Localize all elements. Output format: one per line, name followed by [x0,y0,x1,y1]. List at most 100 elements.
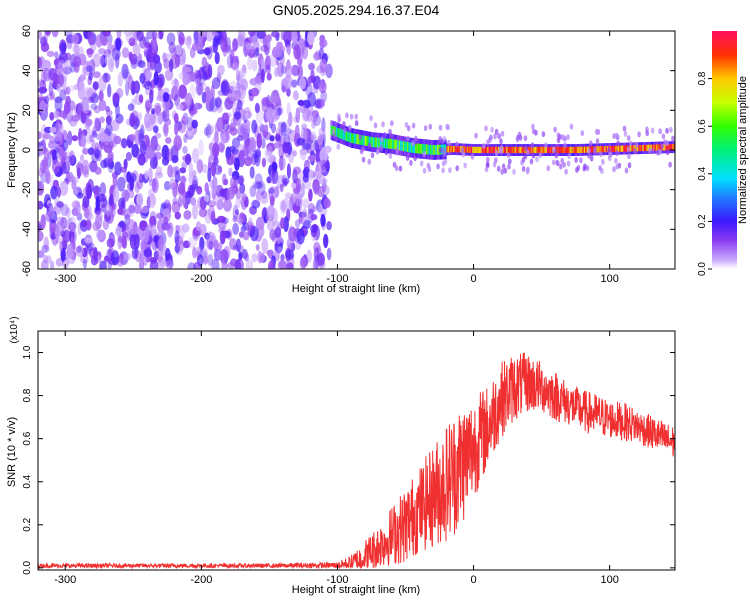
spectrogram-faint-cell [615,163,619,170]
spectrogram-ridge-cell [515,146,518,154]
spectrogram-noise-cell [269,135,275,142]
spectrogram-ridge-cell [564,146,567,154]
spectrogram-noise-cell [176,103,184,111]
spectrogram-noise-cell [168,41,176,54]
spectrogram-noise-cell [89,134,94,143]
spectrogram-ridge-cell [466,146,469,153]
colorbar-tick-label: 0.6 [697,119,708,133]
spectrogram-noise-cell [266,145,273,157]
spectrogram-noise-cell [319,58,328,73]
spectrogram-ridge-cell [451,145,454,153]
spectrogram-faint-cell [380,136,384,143]
spectrogram-noise-cell [146,55,152,71]
spectrogram-noise-cell [234,259,242,269]
spectrogram-noise-cell [300,182,305,198]
spectrogram-noise-cell [185,190,192,205]
spectrogram-noise-cell [168,58,174,73]
spectrogram-faint-cell [628,140,633,147]
spectrogram-ridge-cell [616,145,619,152]
spectrogram-faint-cell [413,155,417,162]
spectrogram-noise-cell [237,74,243,87]
spectrogram-ridge-cell [425,144,428,155]
spectrogram-noise-cell [112,92,121,103]
spectrogram-noise-cell [169,178,176,189]
spectrogram-noise-cell [229,176,238,189]
spectrogram-noise-cell [201,163,208,174]
spectrogram-faint-cell [559,163,563,170]
spectrogram-ridge-cell [364,135,367,146]
spectrogram-noise-cell [195,81,204,96]
spectrogram-faint-cell [531,123,535,130]
spectrogram-noise-cell [109,140,114,150]
spectrogram-noise-cell [117,176,126,192]
spectrogram-noise-cell [117,208,124,215]
spectrogram-faint-cell [370,152,375,159]
spectrogram-noise-cell [248,31,256,37]
spectrogram-faint-cell [498,147,503,154]
colorbar-tick-label: 0.2 [697,214,708,228]
spectrogram-noise-cell [158,31,163,40]
spectrogram-noise-cell [301,45,309,60]
spectrogram-ridge-cell [534,146,537,154]
spectrogram-faint-cell [660,143,664,150]
spectrogram-faint-cell [392,161,397,168]
spectrogram-y-label: Frequency (Hz) [6,112,18,188]
spectrogram-ridge-cell [668,144,670,151]
spectrogram-noise-cell [95,34,103,48]
spectrogram-noise-cell [314,254,319,269]
spectrogram-noise-cell [301,208,308,223]
spectrogram-noise-cell [226,262,236,269]
spectrogram-noise-cell [78,81,85,92]
spectrogram-noise-cell [99,54,105,66]
spectrogram-faint-cell [494,150,499,157]
spectrogram-noise-cell [223,178,229,186]
spectrogram-noise-cell [291,181,297,189]
spectrogram-noise-cell [90,103,98,110]
spectrogram-noise-cell [173,135,182,152]
spectrogram-noise-cell [173,112,179,124]
spectrogram-ridge-cell [673,143,675,151]
spectrogram-noise-cell [76,192,84,199]
y-tick-label: 0 [21,147,33,153]
spectrogram-faint-cell [503,167,508,174]
spectrogram-faint-cell [461,151,466,158]
spectrogram-ridge-cell [372,137,375,148]
spectrogram-noise-cell [50,185,58,200]
spectrogram-noise-cell [286,87,291,97]
spectrogram-ridge-cell [367,136,369,147]
spectrogram-noise-cell [238,84,247,100]
spectrogram-noise-cell [44,95,49,105]
spectrogram-ridge-cell [508,146,511,154]
spectrogram-noise-cell [260,190,268,200]
spectrogram-ridge-cell [631,145,633,152]
spectrogram-noise-cell [112,92,120,108]
spectrogram-faint-cell [455,141,459,148]
spectrogram-faint-cell [616,140,620,147]
spectrogram-noise-cell [164,68,174,81]
spectrogram-noise-cell [137,60,146,68]
spectrogram-noise-cell [167,164,174,178]
spectrogram-noise-cell [226,187,235,200]
spectrogram-ridge-cell [514,146,516,154]
spectrogram-ridge-cell [504,146,507,154]
spectrogram-noise-cell [178,84,188,99]
spectrogram-ridge-cell [487,146,489,154]
spectrogram-faint-cell [361,156,366,163]
spectrogram-noise-cell [137,112,143,121]
spectrogram-ridge-cell [349,132,352,143]
spectrogram-noise-cell [71,135,79,142]
spectrogram-ridge-cell [363,135,365,146]
spectrogram-noise-cell [207,64,213,79]
spectrogram-noise-cell [220,133,227,145]
spectrogram-noise-cell [228,93,234,101]
spectrogram-noise-cell [222,119,230,132]
spectrogram-faint-cell [563,142,567,149]
spectrogram-noise-cell [242,222,250,231]
spectrogram-noise-cell [38,230,44,242]
spectrogram-noise-cell [266,72,272,81]
spectrogram-noise-cell [106,203,111,217]
spectrogram-noise-cell [254,182,264,189]
colorbar-tick-label: 0.8 [697,71,708,85]
spectrogram-noise-cell [211,77,221,90]
spectrogram-noise-cell [288,226,297,242]
